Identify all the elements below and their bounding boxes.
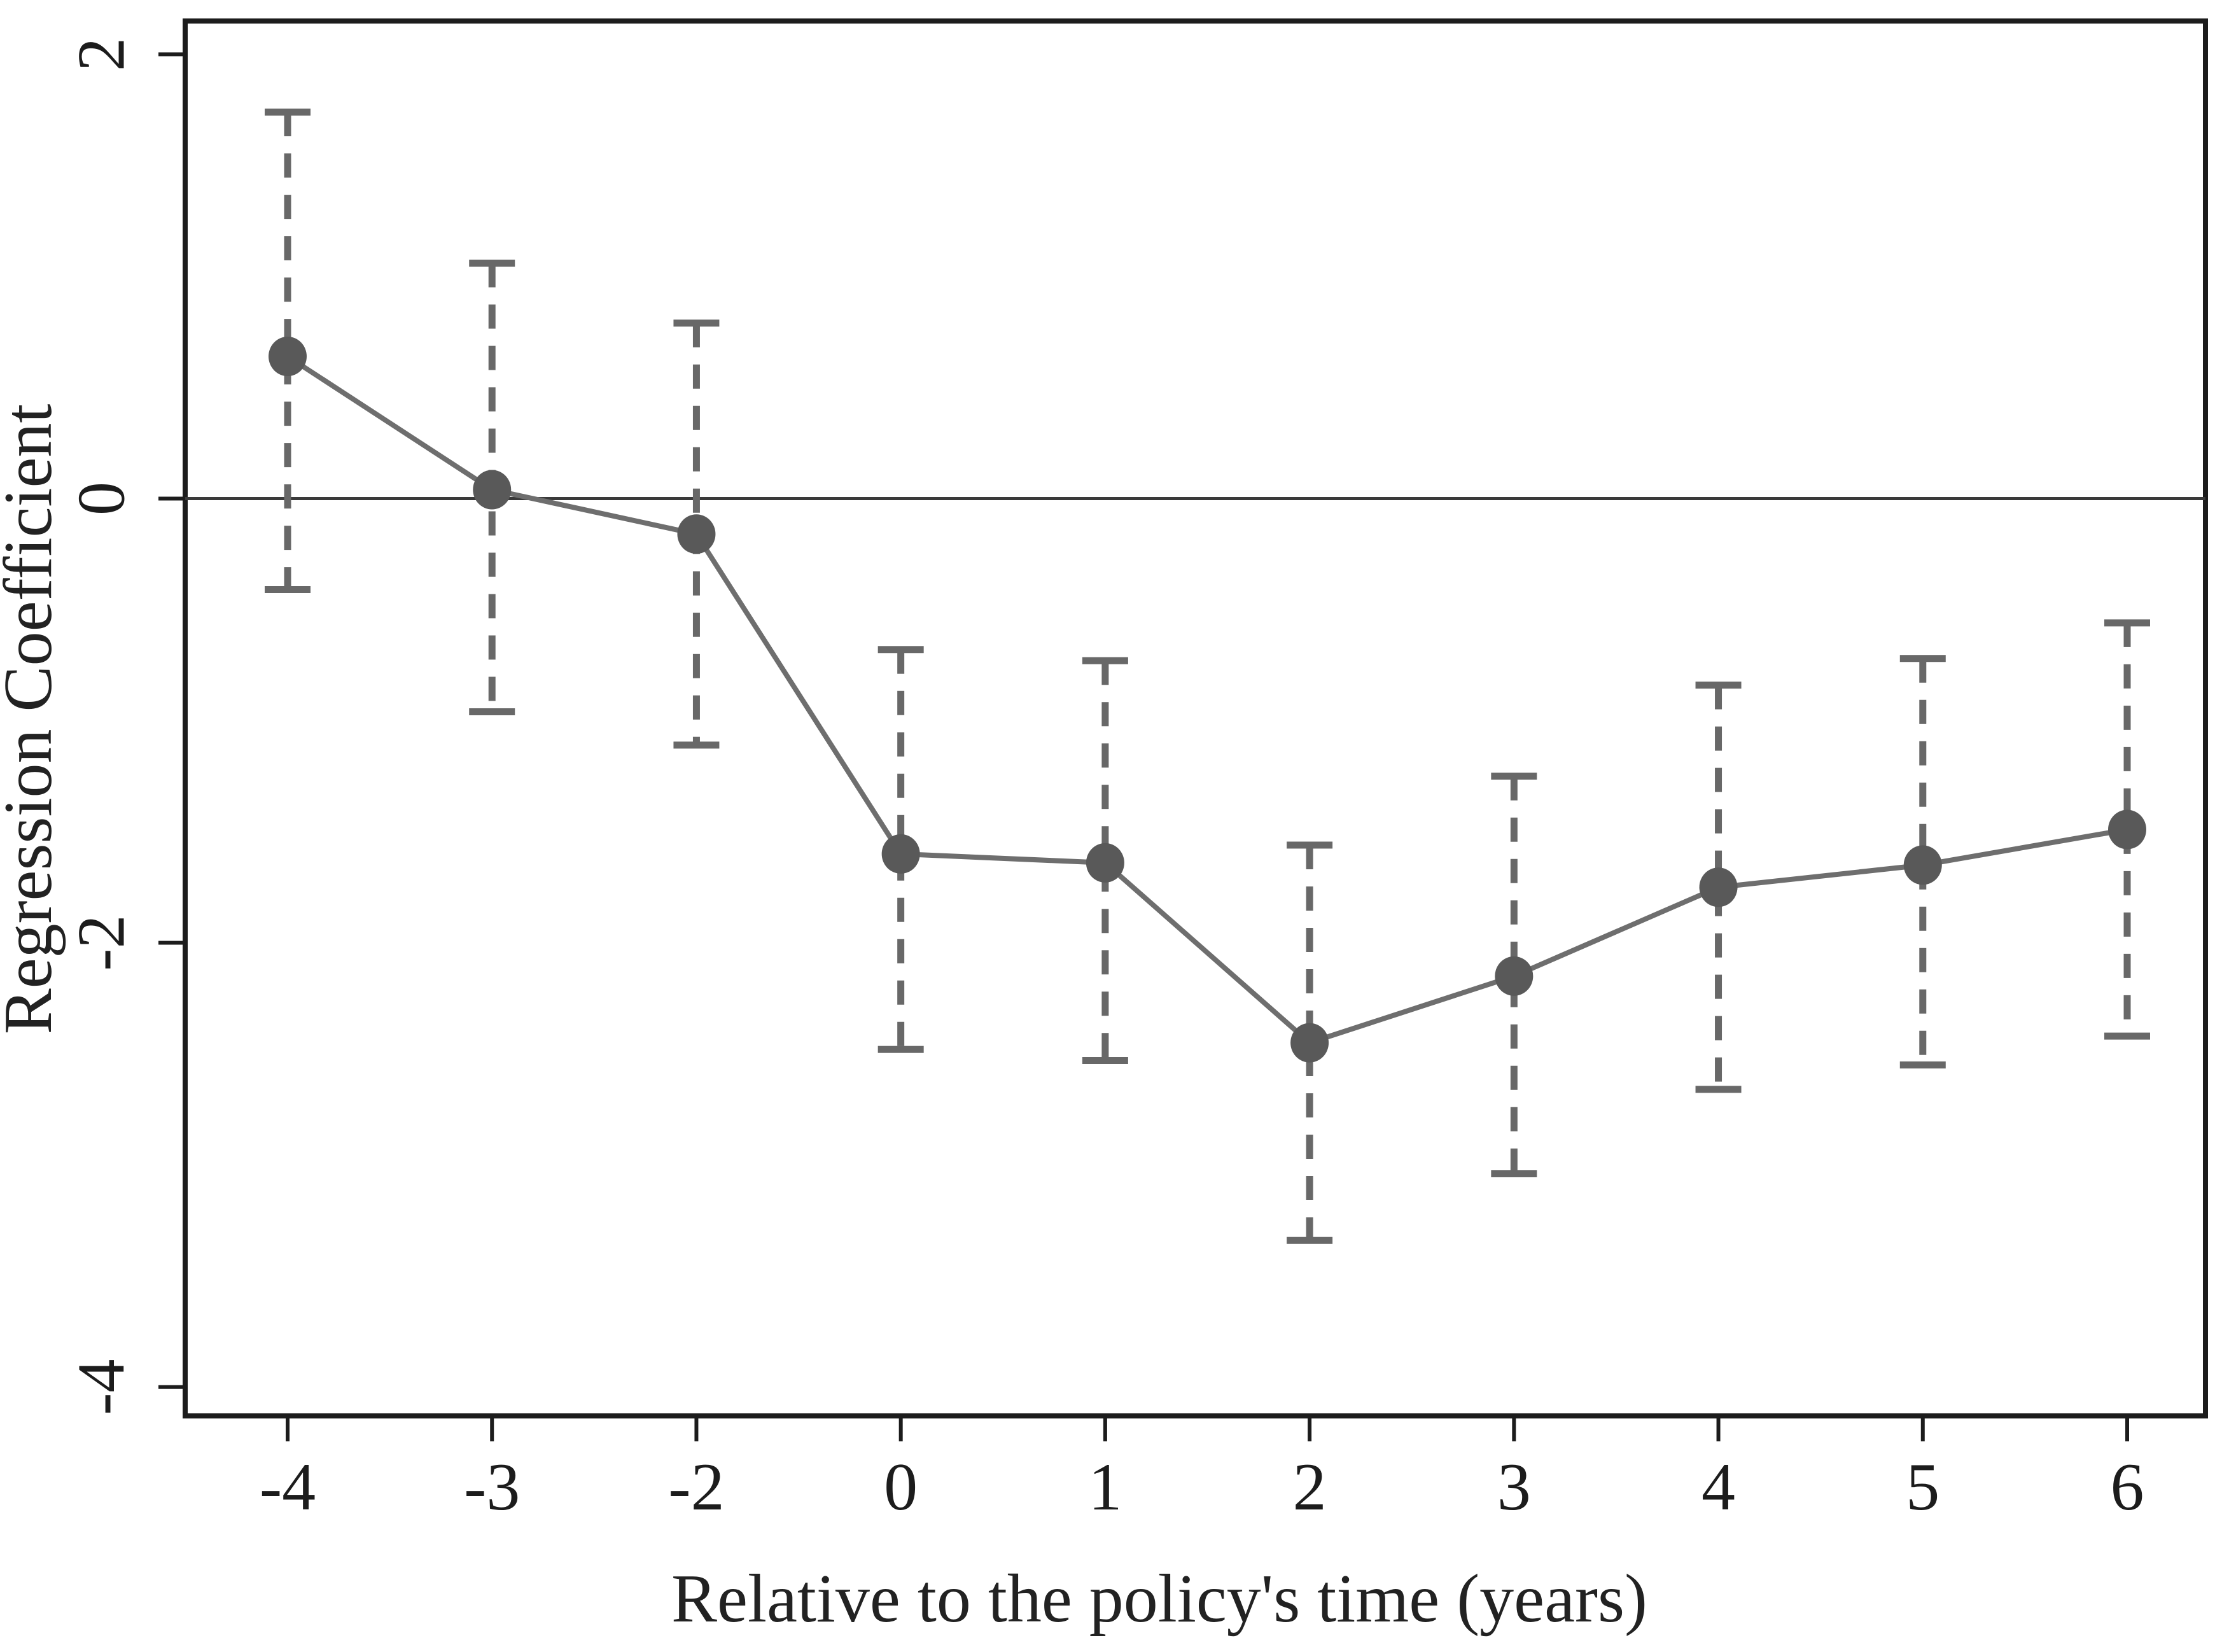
x-tick-label: 0 bbox=[884, 1450, 918, 1524]
y-tick-label: -2 bbox=[64, 914, 138, 970]
x-tick-label: 3 bbox=[1497, 1450, 1531, 1524]
y-tick-label: 2 bbox=[64, 38, 138, 71]
plot-area: 2 0 -2 -4 -4 -3 -2 0 1 2 3 4 5 6 bbox=[64, 18, 2208, 1524]
data-point bbox=[1495, 956, 1534, 996]
data-point bbox=[677, 514, 716, 554]
x-tick-label: 1 bbox=[1088, 1450, 1122, 1524]
data-point bbox=[1290, 1023, 1329, 1063]
x-tick-label: -3 bbox=[464, 1450, 520, 1524]
data-point bbox=[269, 337, 307, 377]
series-line bbox=[286, 354, 2128, 1046]
data-point bbox=[473, 470, 512, 510]
data-point bbox=[1699, 867, 1738, 907]
x-tick-label: 2 bbox=[1293, 1450, 1327, 1524]
plot-border bbox=[183, 18, 2208, 1418]
x-axis-title: Relative to the policy's time (years) bbox=[671, 1561, 1647, 1637]
data-point bbox=[1903, 845, 1942, 885]
y-tick-label: 0 bbox=[64, 482, 138, 515]
data-point bbox=[1086, 843, 1124, 883]
data-point bbox=[881, 834, 920, 874]
y-axis-title: Regression Coefficient bbox=[0, 404, 66, 1035]
x-tick-label: 6 bbox=[2111, 1450, 2144, 1524]
data-point bbox=[2108, 809, 2146, 850]
x-tick-label: -2 bbox=[668, 1450, 724, 1524]
x-tick-label: -4 bbox=[260, 1450, 316, 1524]
x-tick-label: 5 bbox=[1906, 1450, 1939, 1524]
y-tick-label: -4 bbox=[64, 1359, 138, 1415]
x-tick-label: 4 bbox=[1701, 1450, 1735, 1524]
